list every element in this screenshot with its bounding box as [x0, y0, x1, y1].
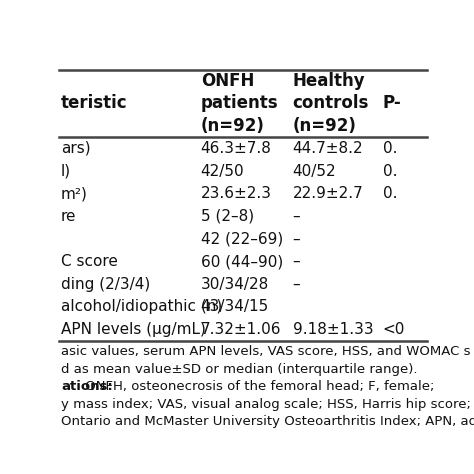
Text: 30/34/28: 30/34/28 — [201, 277, 269, 292]
Text: 0.: 0. — [383, 186, 397, 201]
Text: Healthy
controls
(n=92): Healthy controls (n=92) — [292, 72, 369, 135]
Text: C score: C score — [61, 254, 118, 269]
Text: 40/52: 40/52 — [292, 164, 336, 179]
Text: 42/50: 42/50 — [201, 164, 244, 179]
Text: 60 (44–90): 60 (44–90) — [201, 254, 283, 269]
Text: asic values, serum APN levels, VAS score, HSS, and WOMAC s: asic values, serum APN levels, VAS score… — [61, 345, 471, 358]
Text: d as mean value±SD or median (interquartile range).: d as mean value±SD or median (interquart… — [61, 363, 418, 376]
Text: <0: <0 — [383, 322, 405, 337]
Text: teristic: teristic — [61, 94, 128, 112]
Text: 0.: 0. — [383, 164, 397, 179]
Text: Ontario and McMaster University Osteoarthritis Index; APN, adi: Ontario and McMaster University Osteoart… — [61, 415, 474, 428]
Text: ding (2/3/4): ding (2/3/4) — [61, 277, 150, 292]
Text: m²): m²) — [61, 186, 88, 201]
Text: 22.9±2.7: 22.9±2.7 — [292, 186, 363, 201]
Text: y mass index; VAS, visual analog scale; HSS, Harris hip score; W: y mass index; VAS, visual analog scale; … — [61, 398, 474, 411]
Text: –: – — [292, 254, 300, 269]
Text: 42 (22–69): 42 (22–69) — [201, 231, 283, 246]
Text: l): l) — [61, 164, 71, 179]
Text: –: – — [292, 209, 300, 224]
Text: re: re — [61, 209, 77, 224]
Text: P-: P- — [383, 94, 401, 112]
Text: 23.6±2.3: 23.6±2.3 — [201, 186, 272, 201]
Text: ations:: ations: — [61, 380, 113, 393]
Text: APN levels (μg/mL): APN levels (μg/mL) — [61, 322, 206, 337]
Text: –: – — [292, 277, 300, 292]
Text: 43/34/15: 43/34/15 — [201, 300, 269, 314]
Text: 9.18±1.33: 9.18±1.33 — [292, 322, 373, 337]
Text: ONFH
patients
(n=92): ONFH patients (n=92) — [201, 72, 278, 135]
Text: 5 (2–8): 5 (2–8) — [201, 209, 254, 224]
Text: 44.7±8.2: 44.7±8.2 — [292, 141, 363, 156]
Text: ONFH, osteonecrosis of the femoral head; F, female;: ONFH, osteonecrosis of the femoral head;… — [82, 380, 435, 393]
Text: ars): ars) — [61, 141, 91, 156]
Text: 0.: 0. — [383, 141, 397, 156]
Text: alcohol/idiopathic (n): alcohol/idiopathic (n) — [61, 300, 222, 314]
Text: 7.32±1.06: 7.32±1.06 — [201, 322, 281, 337]
Text: –: – — [292, 231, 300, 246]
Text: 46.3±7.8: 46.3±7.8 — [201, 141, 272, 156]
